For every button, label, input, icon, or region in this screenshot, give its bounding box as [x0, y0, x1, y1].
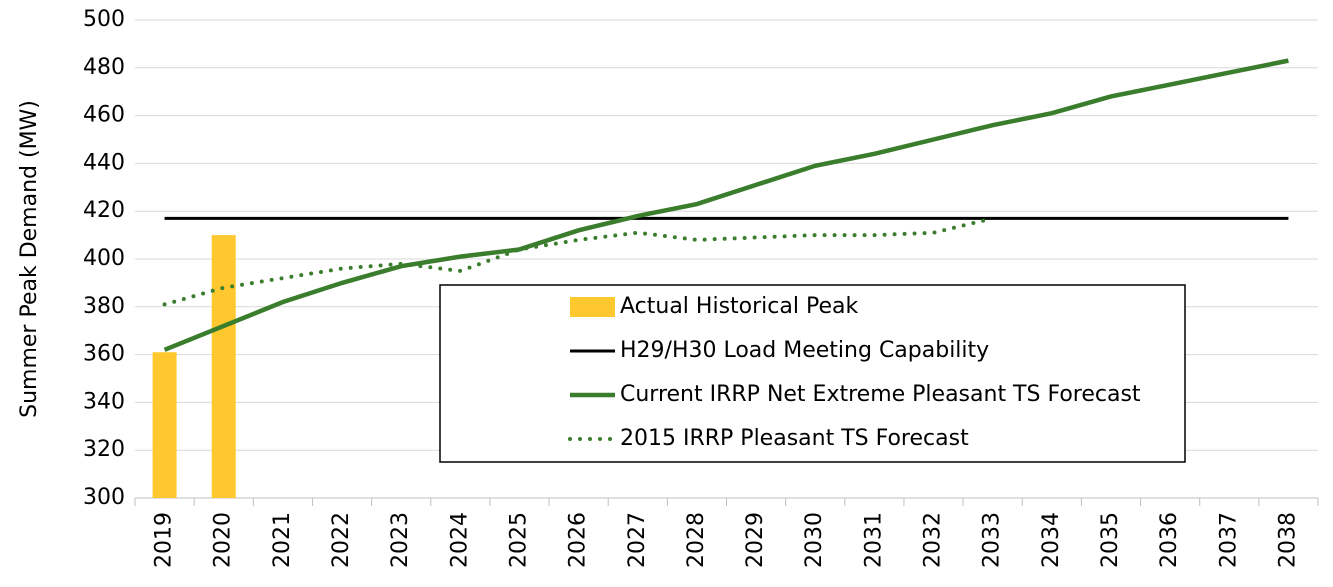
legend-label: H29/H30 Load Meeting Capability [620, 338, 989, 363]
x-tick-label: 2023 [388, 512, 413, 568]
x-tick-label: 2026 [566, 512, 591, 568]
bar [152, 352, 177, 498]
x-tick-label: 2028 [684, 512, 709, 568]
legend-swatch [570, 297, 615, 317]
y-tick-label: 320 [83, 437, 125, 462]
x-tick-label: 2033 [980, 512, 1005, 568]
bar [211, 235, 236, 498]
line-series [163, 58, 1289, 352]
x-tick-label: 2029 [743, 512, 768, 568]
x-tick-label: 2032 [921, 512, 946, 568]
y-tick-label: 420 [83, 198, 125, 223]
x-tick-label: 2020 [211, 512, 236, 568]
y-tick-label: 340 [83, 389, 125, 414]
y-tick-label: 500 [83, 7, 125, 32]
x-tick-label: 2027 [625, 512, 650, 568]
line-series [162, 216, 995, 307]
y-tick-label: 380 [83, 294, 125, 319]
x-tick-label: 2025 [506, 512, 531, 568]
x-tick-label: 2022 [329, 512, 354, 568]
y-tick-label: 460 [83, 103, 125, 128]
x-tick-label: 2030 [802, 512, 827, 568]
legend-label: Actual Historical Peak [620, 294, 858, 319]
x-tick-label: 2037 [1216, 512, 1241, 568]
x-tick-label: 2019 [152, 512, 177, 568]
x-tick-label: 2024 [447, 512, 472, 568]
x-tick-label: 2036 [1157, 512, 1182, 568]
x-tick-label: 2021 [270, 512, 295, 568]
y-axis-label: Summer Peak Demand (MW) [17, 100, 42, 418]
y-tick-label: 440 [83, 150, 125, 175]
y-tick-label: 480 [83, 55, 125, 80]
y-tick-label: 300 [83, 485, 125, 510]
y-tick-label: 360 [83, 342, 125, 367]
x-tick-label: 2031 [861, 512, 886, 568]
legend-label: Current IRRP Net Extreme Pleasant TS For… [620, 382, 1141, 407]
x-tick-label: 2035 [1098, 512, 1123, 568]
x-tick-label: 2034 [1039, 512, 1064, 568]
x-tick-label: 2038 [1275, 512, 1300, 568]
legend [439, 284, 1186, 463]
y-tick-label: 400 [83, 246, 125, 271]
legend-label: 2015 IRRP Pleasant TS Forecast [620, 426, 969, 451]
